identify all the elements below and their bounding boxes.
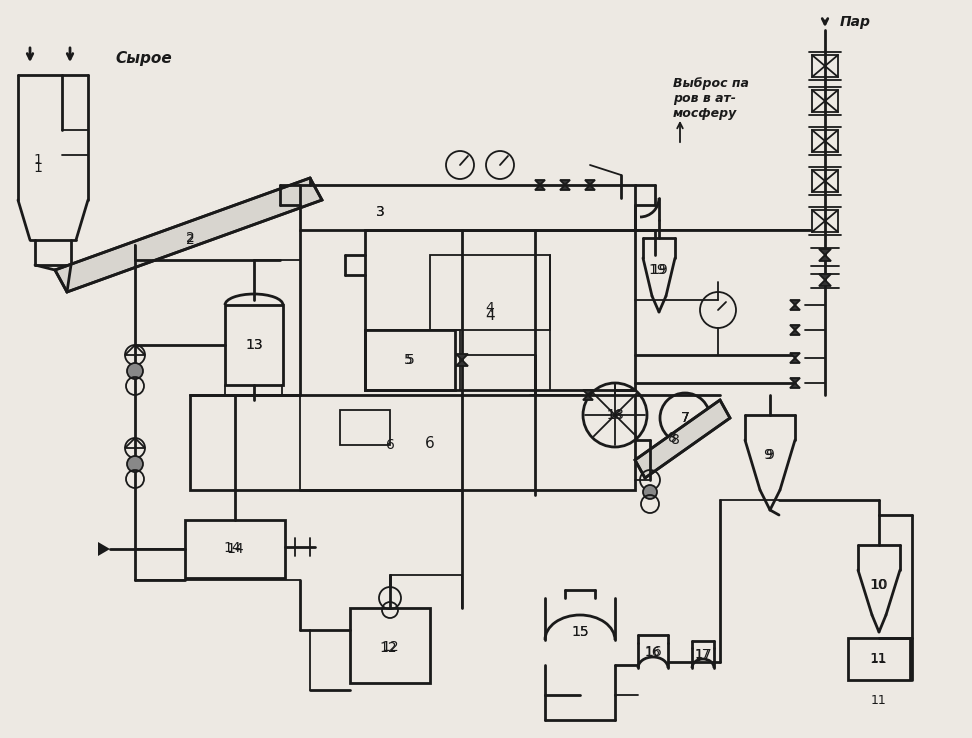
Text: 9: 9: [766, 448, 775, 462]
Text: 5: 5: [405, 353, 414, 367]
Bar: [365, 230, 635, 390]
Text: 17: 17: [695, 649, 711, 661]
Text: 4: 4: [486, 301, 495, 315]
Polygon shape: [456, 354, 468, 366]
Text: 16: 16: [645, 646, 661, 658]
Text: 17: 17: [694, 648, 712, 662]
Text: 9: 9: [764, 448, 773, 462]
Text: 13: 13: [245, 338, 262, 352]
Text: 3: 3: [375, 205, 384, 219]
Text: 3: 3: [375, 205, 384, 219]
Text: 4: 4: [485, 308, 495, 323]
Polygon shape: [535, 180, 545, 190]
Circle shape: [643, 485, 657, 499]
Bar: [300, 185, 635, 230]
Text: 6: 6: [425, 435, 434, 450]
Polygon shape: [560, 180, 570, 190]
Bar: [812, 90, 838, 112]
Text: 18: 18: [607, 408, 624, 422]
Text: 6: 6: [386, 438, 395, 452]
Text: 16: 16: [644, 645, 662, 659]
Bar: [812, 210, 838, 232]
Bar: [812, 55, 838, 77]
Bar: [190, 395, 635, 490]
Bar: [812, 130, 838, 152]
Circle shape: [127, 363, 143, 379]
Text: 1: 1: [34, 161, 43, 175]
Text: Сырое: Сырое: [115, 50, 172, 66]
Text: 5: 5: [403, 353, 412, 367]
Text: 12: 12: [381, 640, 399, 654]
Polygon shape: [98, 542, 110, 556]
Bar: [350, 608, 430, 683]
Text: 11: 11: [869, 652, 886, 666]
Polygon shape: [819, 274, 831, 286]
Text: 11: 11: [871, 652, 886, 666]
Bar: [365, 330, 455, 390]
Text: 8: 8: [671, 433, 679, 447]
Text: 1: 1: [34, 153, 43, 167]
Polygon shape: [790, 325, 800, 335]
Text: 15: 15: [572, 625, 589, 639]
Text: 7: 7: [680, 411, 689, 425]
Polygon shape: [585, 180, 595, 190]
Text: 7: 7: [680, 411, 689, 425]
Text: 7: 7: [680, 411, 689, 425]
Bar: [848, 638, 910, 680]
Circle shape: [127, 456, 143, 472]
Text: 11: 11: [871, 694, 886, 706]
Polygon shape: [790, 300, 800, 310]
Text: 19: 19: [648, 263, 666, 277]
Text: 2: 2: [186, 233, 194, 247]
Text: Пар: Пар: [840, 15, 871, 29]
Polygon shape: [583, 390, 593, 400]
Bar: [185, 520, 285, 578]
Text: 8: 8: [668, 431, 677, 445]
Text: 19: 19: [650, 263, 668, 277]
Text: 14: 14: [226, 542, 244, 556]
Bar: [340, 410, 390, 445]
Bar: [225, 305, 283, 385]
Text: 14: 14: [224, 541, 241, 555]
Text: 10: 10: [869, 578, 886, 592]
Text: 13: 13: [245, 338, 262, 352]
Polygon shape: [55, 178, 322, 292]
Text: 2: 2: [186, 231, 194, 245]
Text: 18: 18: [608, 409, 623, 421]
Text: 15: 15: [572, 625, 589, 639]
Bar: [430, 255, 550, 330]
Polygon shape: [790, 353, 800, 363]
Polygon shape: [790, 378, 800, 388]
Text: 12: 12: [379, 641, 397, 655]
Text: Выброс па
ров в ат-
мосферу: Выброс па ров в ат- мосферу: [673, 77, 748, 120]
Polygon shape: [635, 400, 730, 478]
Text: 10: 10: [870, 578, 887, 592]
Polygon shape: [819, 249, 831, 261]
Bar: [812, 170, 838, 192]
